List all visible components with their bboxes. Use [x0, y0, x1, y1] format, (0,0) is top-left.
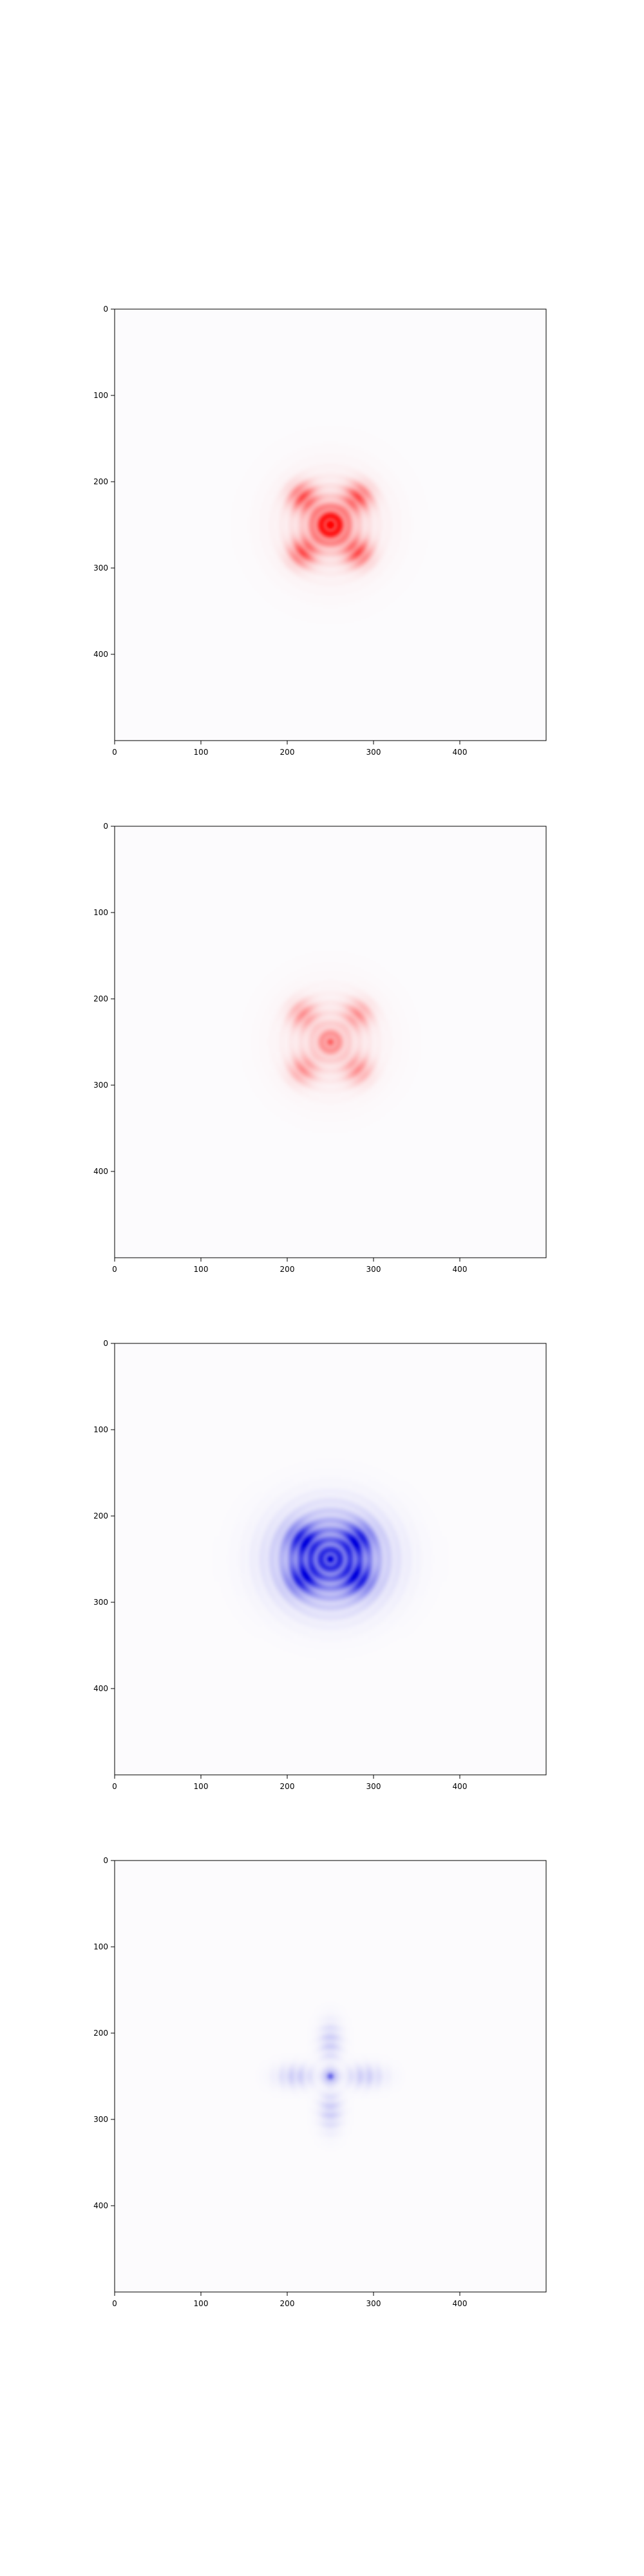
y-tick-label: 300	[93, 2115, 108, 2124]
y-tick-label: 100	[93, 908, 108, 917]
y-tick-label: 200	[93, 477, 108, 486]
x-tick-label: 200	[280, 748, 295, 757]
y-tick-label: 300	[93, 1081, 108, 1090]
x-tick-label: 0	[112, 1265, 117, 1274]
heatmap-panel-1: 0 100 200 300 400 0 100 200 300 400	[93, 305, 547, 757]
y-tick-label: 300	[93, 564, 108, 573]
x-tick-label: 200	[280, 2299, 295, 2308]
y-tick-label: 300	[93, 1598, 108, 1607]
y-tick-label: 200	[93, 994, 108, 1003]
heatmap-panel-4: 0 100 200 300 400 0 100 200 300 400	[93, 1856, 547, 2308]
y-tick-label: 0	[103, 1856, 108, 1865]
plot-frame	[114, 308, 547, 741]
y-tick-label: 100	[93, 1942, 108, 1951]
plot-frame	[114, 1860, 547, 2293]
x-tick-label: 400	[453, 1782, 468, 1791]
heatmap-panel-2: 0 100 200 300 400 0 100 200 300 400	[93, 822, 547, 1274]
x-tick-label: 300	[366, 1782, 381, 1791]
x-tick-label: 300	[366, 748, 381, 757]
y-tick-label: 100	[93, 1425, 108, 1434]
heatmap-image	[115, 826, 546, 1258]
x-tick-label: 0	[112, 748, 117, 757]
x-tick-label: 300	[366, 2299, 381, 2308]
y-tick-label: 400	[93, 650, 108, 659]
y-tick-label: 400	[93, 2201, 108, 2210]
x-tick-label: 0	[112, 1782, 117, 1791]
x-tick-label: 100	[194, 748, 209, 757]
x-tick-label: 100	[194, 1782, 209, 1791]
plot-frame	[114, 1343, 547, 1776]
y-tick-label: 100	[93, 391, 108, 400]
x-tick-label: 400	[453, 2299, 468, 2308]
heatmap-image	[115, 1343, 546, 1775]
y-tick-label: 400	[93, 1167, 108, 1176]
y-tick-label: 400	[93, 1684, 108, 1693]
x-tick-label: 400	[453, 1265, 468, 1274]
plot-frame	[114, 826, 547, 1258]
x-tick-label: 100	[194, 2299, 209, 2308]
x-tick-label: 100	[194, 1265, 209, 1274]
y-tick-label: 200	[93, 1511, 108, 1520]
y-tick-label: 0	[103, 305, 108, 314]
y-tick-label: 0	[103, 1339, 108, 1348]
y-tick-label: 0	[103, 822, 108, 831]
x-tick-label: 300	[366, 1265, 381, 1274]
y-tick-label: 200	[93, 2029, 108, 2038]
x-tick-label: 200	[280, 1265, 295, 1274]
x-tick-label: 0	[112, 2299, 117, 2308]
x-tick-label: 400	[453, 748, 468, 757]
heatmap-image	[115, 1861, 546, 2292]
x-tick-label: 200	[280, 1782, 295, 1791]
heatmap-panel-3: 0 100 200 300 400 0 100 200 300 400	[93, 1339, 547, 1791]
heatmap-image	[115, 309, 546, 741]
